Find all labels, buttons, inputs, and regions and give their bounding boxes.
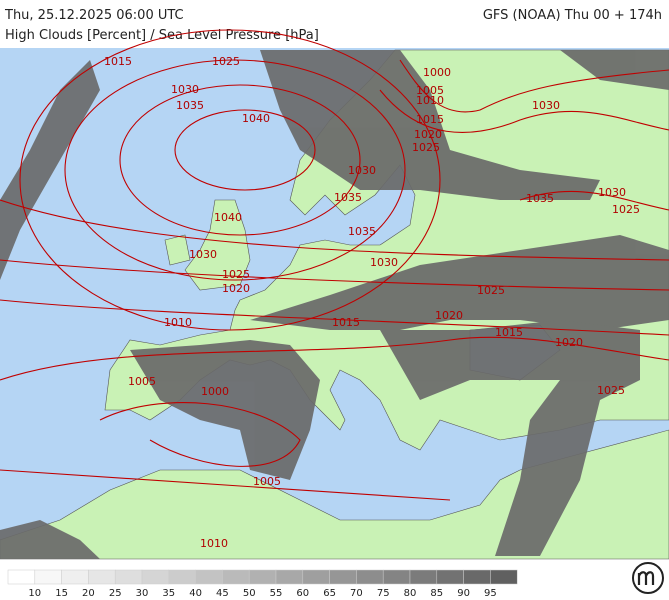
pressure-label: 1015 — [416, 113, 444, 126]
pressure-label: 1030 — [598, 186, 626, 199]
pressure-label: 1015 — [495, 326, 523, 339]
pressure-label: 1025 — [212, 55, 240, 68]
legend-tick-label: 25 — [109, 588, 122, 599]
great-britain — [184, 199, 251, 291]
legend-swatch — [302, 569, 330, 585]
legend-swatch — [34, 569, 62, 585]
pressure-label: 1020 — [222, 282, 250, 295]
pressure-label: 1030 — [348, 164, 376, 177]
logo — [632, 562, 664, 594]
legend-tick-label: 55 — [270, 588, 283, 599]
isobars — [0, 29, 669, 501]
pressure-label: 1035 — [526, 192, 554, 205]
legend-swatch — [168, 569, 196, 585]
legend-tick-label: 85 — [430, 588, 443, 599]
pressure-label: 1040 — [214, 211, 242, 224]
pressure-label: 1030 — [532, 99, 560, 112]
legend-swatch — [356, 569, 384, 585]
pressure-label: 1000 — [423, 66, 451, 79]
legend-swatch — [195, 569, 223, 585]
legend-swatch — [88, 569, 116, 585]
north-africa — [0, 429, 669, 560]
pressure-label: 1010 — [200, 537, 228, 550]
model-run: GFS (NOAA) Thu 00 + 174h — [483, 8, 662, 23]
legend-tick-label: 90 — [457, 588, 470, 599]
pressure-label: 1020 — [555, 336, 583, 349]
map-title: High Clouds [Percent] / Sea Level Pressu… — [5, 28, 319, 43]
pressure-label: 1025 — [597, 384, 625, 397]
legend-swatch — [7, 569, 36, 585]
legend-swatch — [329, 569, 357, 585]
pressure-label: 1035 — [348, 225, 376, 238]
map-area: 1015 102510301035104010001005101010151020… — [0, 29, 669, 560]
legend-tick-label: 35 — [162, 588, 175, 599]
high-clouds — [0, 50, 669, 559]
pressure-label: 1005 — [253, 475, 281, 488]
pressure-label: 1030 — [171, 83, 199, 96]
legend-tick-label: 65 — [323, 588, 336, 599]
pressure-label: 1010 — [164, 316, 192, 329]
legend-tick-label: 70 — [350, 588, 363, 599]
legend-tick-label: 95 — [484, 588, 497, 599]
pressure-label: 1015 — [332, 316, 360, 329]
legend-tick-label: 15 — [55, 588, 68, 599]
legend-swatch — [222, 569, 250, 585]
legend-swatch — [382, 569, 411, 585]
pressure-label: 1040 — [242, 112, 270, 125]
legend: 10 15 20 25 30 35 40 45 50 55 60 65 70 75 80 85 90 95 — [7, 569, 518, 599]
legend-swatch — [61, 569, 89, 585]
pressure-label: 1015 — [104, 55, 132, 68]
legend-swatch — [248, 569, 277, 585]
pressure-label: 1020 — [414, 128, 442, 141]
legend-tick-label: 40 — [189, 588, 202, 599]
pressure-label: 1025 — [222, 268, 250, 281]
pressure-label: 1005 — [128, 375, 156, 388]
legend-swatch — [141, 569, 170, 585]
legend-swatch — [463, 569, 491, 585]
legend-tick-label: 80 — [404, 588, 417, 599]
legend-tick-label: 30 — [136, 588, 149, 599]
legend-swatch — [409, 569, 438, 585]
datetime: Thu, 25.12.2025 06:00 UTC — [4, 8, 184, 23]
legend-swatch — [490, 569, 518, 585]
legend-tick-label: 45 — [216, 588, 229, 599]
legend-tick-label: 10 — [28, 588, 41, 599]
pressure-label: 1000 — [201, 385, 229, 398]
legend-swatch — [275, 569, 304, 585]
pressure-label: 1010 — [416, 94, 444, 107]
pressure-label: 1030 — [189, 248, 217, 261]
pressure-label: 1035 — [176, 99, 204, 112]
pressure-label: 1030 — [370, 256, 398, 269]
pressure-label: 1025 — [412, 141, 440, 154]
pressure-label: 1025 — [612, 203, 640, 216]
legend-swatch — [436, 569, 464, 585]
pressure-label: 1035 — [334, 191, 362, 204]
pressure-label: 1005 — [416, 84, 444, 97]
pressure-label: 1025 — [477, 284, 505, 297]
legend-tick-label: 20 — [82, 588, 95, 599]
legend-tick-label: 60 — [296, 588, 309, 599]
legend-tick-label: 50 — [243, 588, 256, 599]
legend-tick-label: 75 — [377, 588, 390, 599]
legend-swatch — [114, 569, 143, 585]
pressure-label: 1020 — [435, 309, 463, 322]
